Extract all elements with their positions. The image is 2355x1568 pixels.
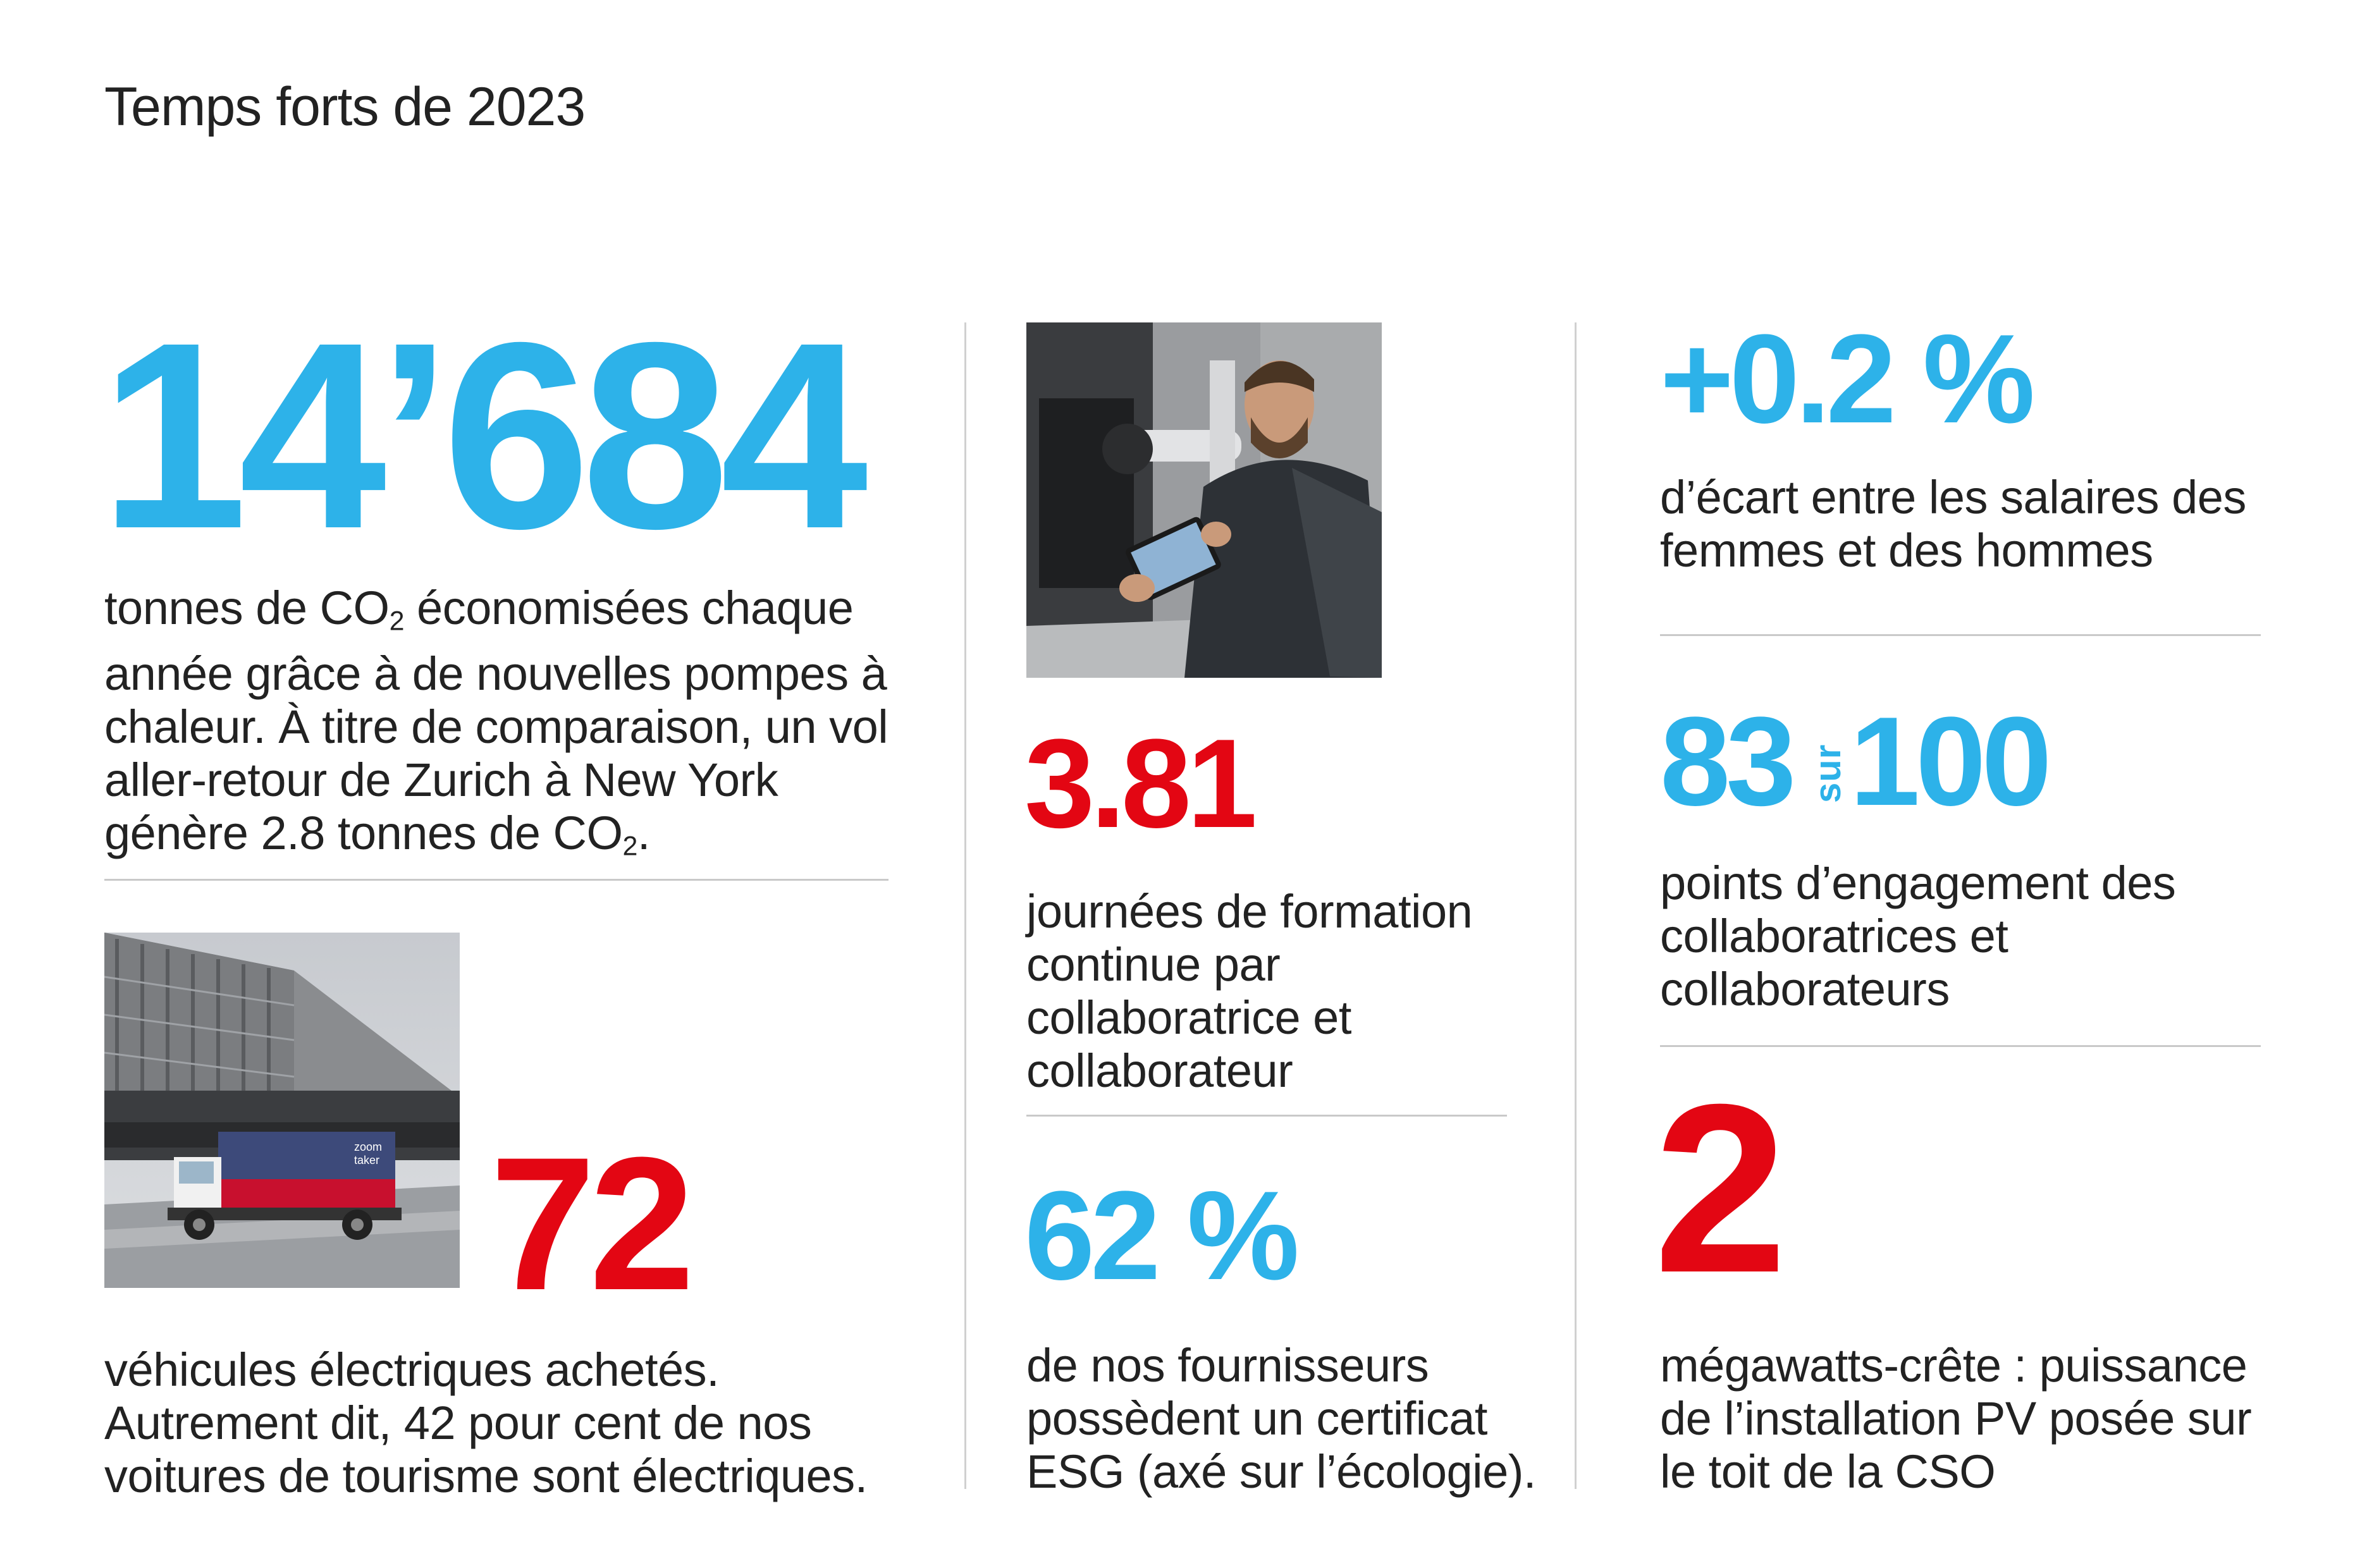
suppliers-description: de nos fournisseurs possèdent un certifi… (1026, 1339, 1536, 1498)
truck-logo-line-2: taker (354, 1154, 379, 1167)
divider (1660, 634, 2261, 636)
engagement-description: points d’engagement des collaboratrices … (1660, 857, 2176, 1015)
divider (1026, 1115, 1507, 1117)
solar-description: mégawatts-crête : puissance de l’install… (1660, 1339, 2252, 1498)
electric-truck-photo: zoom taker (104, 933, 460, 1288)
page-title: Temps forts de 2023 (104, 77, 586, 137)
vehicles-figure: 72 (490, 1117, 695, 1330)
engagement-sur-label: sur (1807, 744, 1848, 803)
solar-figure: 2 (1654, 1054, 1787, 1323)
truck-logo-line-1: zoom (354, 1141, 382, 1153)
co2-description: tonnes de CO2 économisées chaque année g… (104, 582, 889, 862)
co2-figure: 14’684 (100, 288, 868, 584)
training-description: journées de formation continue par colla… (1026, 885, 1473, 1097)
suppliers-figure: 62 % (1024, 1165, 1300, 1306)
divider (104, 879, 889, 881)
pay-gap-figure: +0.2 % (1660, 309, 2035, 450)
column-divider-right (1575, 322, 1577, 1489)
column-divider-left (964, 322, 966, 1489)
pay-gap-description: d’écart entre les salaires des femmes et… (1660, 471, 2246, 577)
engagement-score: 83 (1660, 691, 1796, 832)
engagement-max: 100 (1850, 691, 2052, 832)
divider (1660, 1045, 2261, 1047)
vehicles-description: véhicules électriques achetés. Autrement… (104, 1344, 868, 1502)
technician-photo (1026, 322, 1382, 678)
training-figure: 3.81 (1024, 713, 1257, 854)
